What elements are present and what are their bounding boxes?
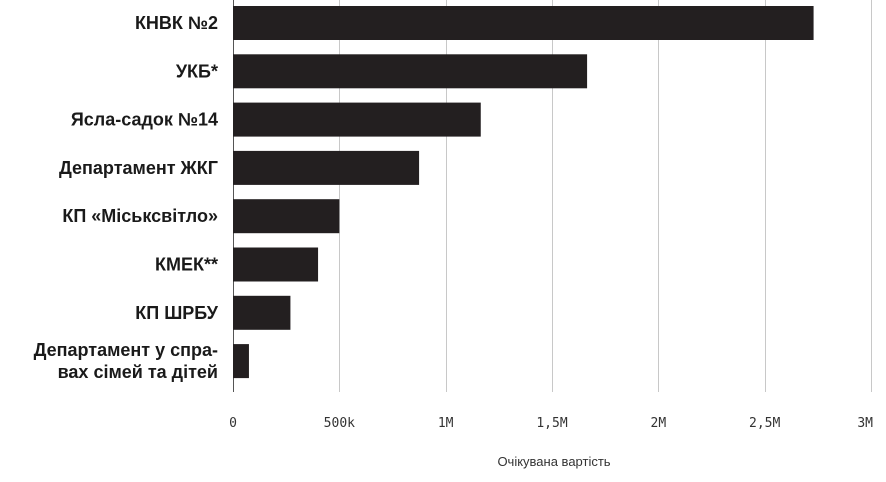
category-label: КМЕК** xyxy=(155,255,218,275)
bar xyxy=(233,102,481,137)
category-label: Департамент у спра-вах сімей та дітей xyxy=(34,340,218,382)
category-label: Департамент ЖКГ xyxy=(59,158,218,178)
x-tick-labels: 0 500k 1M 1,5M 2M 2,5M 3M xyxy=(229,416,873,431)
category-labels: КНВК №2 УКБ* Ясла-садок №14 Департамент ЖКГ… xyxy=(34,13,219,382)
bar xyxy=(233,344,249,379)
bars xyxy=(233,6,814,379)
category-label: КП ШРБУ xyxy=(135,303,219,323)
x-tick-label: 1M xyxy=(438,416,454,431)
category-label: КП «Міськсвітло» xyxy=(62,206,218,226)
x-tick-label: 3M xyxy=(857,416,873,431)
bar xyxy=(233,247,319,282)
x-tick-label: 2,5M xyxy=(749,416,780,431)
x-tick-label: 1,5M xyxy=(536,416,567,431)
x-tick-label: 500k xyxy=(324,416,355,431)
x-tick-label: 2M xyxy=(651,416,667,431)
bar xyxy=(233,199,340,234)
category-label: КНВК №2 xyxy=(135,13,218,33)
bar xyxy=(233,295,291,330)
category-label: УКБ* xyxy=(176,61,218,81)
bar xyxy=(233,54,588,89)
bar xyxy=(233,6,814,40)
x-axis-title: Очікувана вартість xyxy=(497,454,610,469)
category-label: Ясла-садок №14 xyxy=(71,110,218,130)
bar xyxy=(233,150,420,185)
x-tick-label: 0 xyxy=(229,416,237,431)
